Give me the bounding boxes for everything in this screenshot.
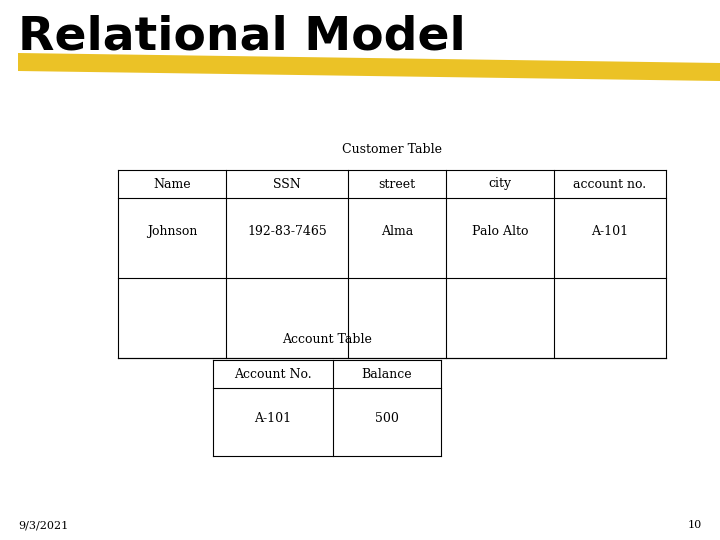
Text: Palo Alto: Palo Alto — [472, 225, 528, 238]
Text: 192-83-7465: 192-83-7465 — [247, 225, 327, 238]
Text: A-101: A-101 — [254, 412, 292, 425]
Text: Account Table: Account Table — [282, 333, 372, 346]
Text: Relational Model: Relational Model — [18, 15, 466, 60]
Text: street: street — [379, 178, 415, 191]
Text: Name: Name — [153, 178, 191, 191]
Text: 9/3/2021: 9/3/2021 — [18, 520, 68, 530]
Text: Customer Table: Customer Table — [342, 143, 442, 156]
Text: Balance: Balance — [361, 368, 413, 381]
Text: Account No.: Account No. — [234, 368, 312, 381]
Text: Johnson: Johnson — [147, 225, 197, 238]
Text: SSN: SSN — [273, 178, 301, 191]
Text: 10: 10 — [688, 520, 702, 530]
Text: city: city — [488, 178, 512, 191]
Text: 500: 500 — [375, 412, 399, 425]
Text: A-101: A-101 — [591, 225, 629, 238]
Text: account no.: account no. — [573, 178, 647, 191]
Polygon shape — [18, 53, 720, 81]
Text: Alma: Alma — [381, 225, 413, 238]
